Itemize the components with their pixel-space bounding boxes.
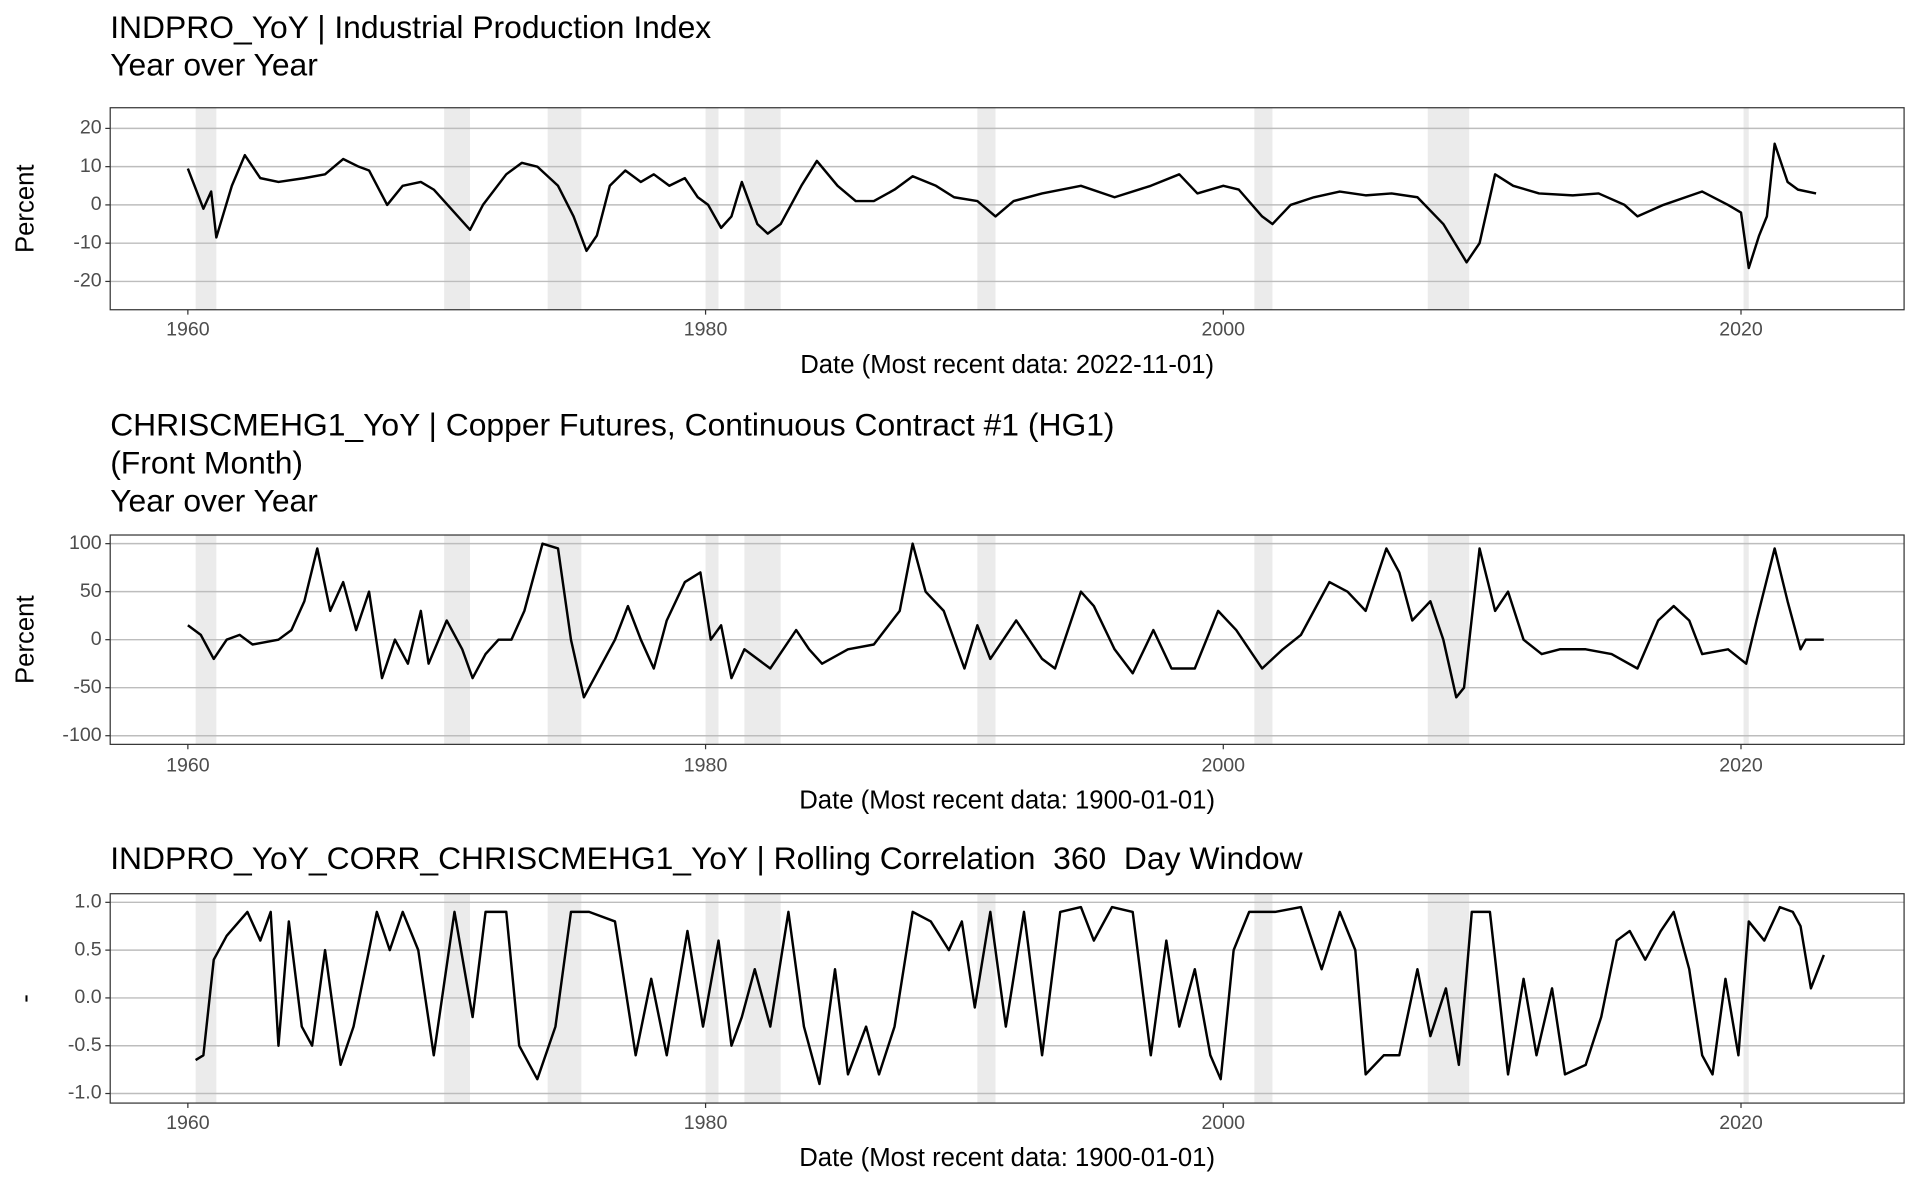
y-tick-label: 50 bbox=[80, 580, 102, 602]
y-tick-label: -100 bbox=[62, 724, 101, 746]
x-tick-label: 1980 bbox=[684, 1112, 728, 1134]
x-tick-label: 2020 bbox=[1719, 755, 1763, 777]
panel: INDPRO_YoY_CORR_CHRISCMEHG1_YoY | Rollin… bbox=[12, 840, 1905, 1172]
data-line bbox=[186, 142, 1817, 270]
panel: INDPRO_YoY | Industrial Production Index… bbox=[12, 9, 1905, 379]
recession-shade bbox=[744, 107, 781, 310]
recession-shade bbox=[1254, 107, 1273, 310]
y-axis-label: Percent bbox=[12, 595, 40, 684]
y-tick-label: 0.5 bbox=[74, 938, 101, 960]
chart-title: INDPRO_YoY | Industrial Production Index bbox=[110, 9, 711, 45]
panel: CHRISCMEHG1_YoY | Copper Futures, Contin… bbox=[12, 407, 1905, 815]
recession-shade bbox=[444, 107, 471, 310]
recession-shade bbox=[1743, 107, 1749, 310]
recession-shade bbox=[1427, 107, 1470, 310]
y-tick-label: -50 bbox=[73, 676, 101, 698]
y-tick-label: -1.0 bbox=[68, 1082, 102, 1104]
x-tick-label: 2000 bbox=[1202, 755, 1246, 777]
chart-title: (Front Month) bbox=[110, 445, 303, 481]
x-tick-label: 1980 bbox=[684, 319, 728, 341]
chart-title: Year over Year bbox=[110, 483, 318, 519]
y-tick-label: 1.0 bbox=[74, 891, 101, 913]
chart-title: CHRISCMEHG1_YoY | Copper Futures, Contin… bbox=[110, 407, 1114, 443]
chart-title: Year over Year bbox=[110, 47, 318, 83]
x-axis-label: Date (Most recent data: 1900-01-01) bbox=[799, 1144, 1215, 1172]
y-tick-label: 0 bbox=[91, 628, 102, 650]
x-tick-label: 1960 bbox=[166, 755, 210, 777]
x-tick-label: 2000 bbox=[1202, 319, 1246, 341]
y-tick-label: 10 bbox=[80, 155, 102, 177]
y-tick-label: 0.0 bbox=[74, 986, 101, 1008]
y-tick-label: 100 bbox=[69, 532, 102, 554]
x-axis-label: Date (Most recent data: 2022-11-01) bbox=[800, 351, 1214, 379]
x-tick-label: 1960 bbox=[166, 319, 210, 341]
y-tick-label: 0 bbox=[91, 193, 102, 215]
plot-border bbox=[109, 534, 1905, 745]
x-tick-label: 2020 bbox=[1719, 1112, 1763, 1134]
x-axis-label: Date (Most recent data: 1900-01-01) bbox=[799, 787, 1215, 815]
y-tick-label: -10 bbox=[73, 231, 101, 253]
y-axis-label: Percent bbox=[12, 164, 40, 253]
recession-shade bbox=[547, 107, 582, 310]
y-axis-label: - bbox=[12, 994, 40, 1003]
y-tick-label: -20 bbox=[73, 270, 101, 292]
y-tick-label: -0.5 bbox=[68, 1034, 102, 1056]
x-tick-label: 1960 bbox=[166, 1112, 210, 1134]
x-tick-label: 1980 bbox=[684, 755, 728, 777]
y-tick-label: 20 bbox=[80, 117, 102, 139]
plot-border bbox=[109, 107, 1905, 311]
x-tick-label: 2000 bbox=[1202, 1112, 1246, 1134]
data-line bbox=[194, 905, 1825, 1086]
data-line bbox=[187, 542, 1824, 699]
recession-shade bbox=[705, 107, 719, 310]
plot-border bbox=[109, 893, 1905, 1104]
plot-background bbox=[110, 107, 1905, 310]
recession-shade bbox=[195, 107, 217, 310]
x-tick-label: 2020 bbox=[1719, 319, 1763, 341]
chart-title: INDPRO_YoY_CORR_CHRISCMEHG1_YoY | Rollin… bbox=[110, 840, 1303, 876]
